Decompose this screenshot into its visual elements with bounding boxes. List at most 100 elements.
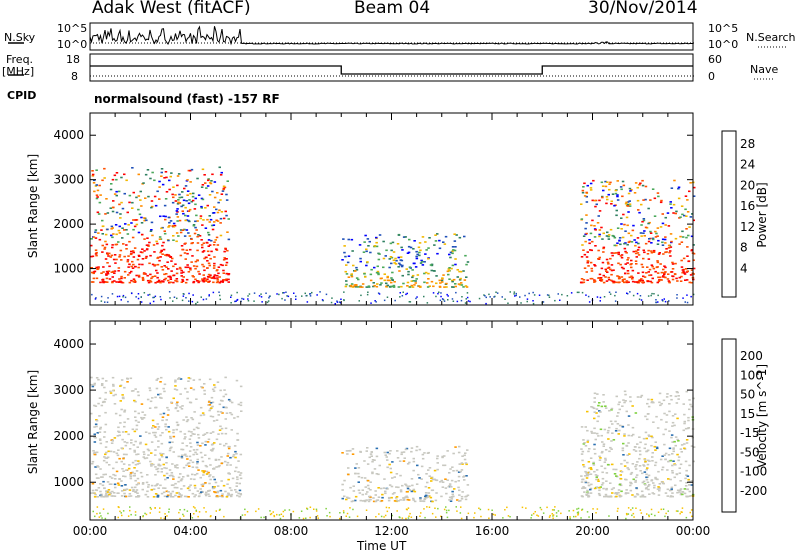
power-ground-cell <box>336 301 339 303</box>
velocity-cell <box>239 385 243 388</box>
velocity-cell <box>197 433 200 436</box>
velocity-cell <box>213 478 216 481</box>
power-cell <box>192 224 196 227</box>
power-cell <box>654 270 657 273</box>
velocity-cell <box>388 463 391 466</box>
velocity-cell <box>587 496 590 498</box>
power-cell <box>421 236 425 238</box>
power-ground-cell <box>120 299 122 301</box>
power-cell <box>641 184 645 187</box>
velocity-cell <box>605 495 608 498</box>
velocity-cell <box>650 444 653 447</box>
power-cell <box>168 188 171 191</box>
velocity-cell <box>239 401 243 404</box>
power-cell <box>424 253 427 255</box>
velocity-ground-cell <box>407 507 410 509</box>
velocity-cell <box>146 448 150 451</box>
power-cell <box>367 245 370 247</box>
velocity-cell <box>390 485 394 488</box>
power-cell <box>609 268 612 271</box>
velocity-cell <box>166 406 169 409</box>
velocity-cell <box>402 499 405 501</box>
velocity-ground-cell <box>257 508 260 510</box>
velocity-cell <box>391 477 394 479</box>
velocity-cell <box>182 485 186 487</box>
power-cell <box>647 240 651 243</box>
velocity-ground-cell <box>345 515 347 517</box>
velocity-cell <box>624 400 627 402</box>
power-cell <box>91 255 95 258</box>
velocity-cell <box>115 470 119 473</box>
power-cell <box>644 198 647 201</box>
velocity-cell <box>375 499 379 502</box>
power-cell <box>343 251 346 254</box>
velocity-ground-cell <box>391 514 393 517</box>
power-cell <box>604 276 607 278</box>
power-cell <box>344 255 347 258</box>
velocity-cell <box>664 428 667 431</box>
power-cell <box>436 233 439 235</box>
power-ground-cell <box>118 295 121 298</box>
power-cell <box>652 238 655 241</box>
power-cell <box>167 239 170 242</box>
power-ground-cell <box>626 292 628 294</box>
velocity-cell <box>408 485 411 487</box>
power-cell <box>179 231 183 234</box>
velocity-cell <box>630 482 633 485</box>
velocity-cell <box>200 386 203 388</box>
velocity-cell <box>354 495 358 498</box>
power-cell <box>207 231 210 234</box>
velocity-cell <box>162 453 165 455</box>
velocity-cell <box>663 454 666 456</box>
power-cell <box>445 286 448 288</box>
velocity-cell <box>687 478 690 481</box>
power-ground-cell <box>615 291 617 293</box>
velocity-cell <box>650 398 654 401</box>
velocity-cell <box>618 424 622 427</box>
velocity-cell <box>589 487 593 490</box>
velocity-cell <box>99 428 102 430</box>
nsky-label: N.Sky <box>4 31 36 44</box>
velocity-cell <box>139 471 143 474</box>
velocity-cell <box>173 388 177 390</box>
power-cell <box>411 269 414 271</box>
velocity-cell <box>119 422 122 424</box>
velocity-cell <box>597 404 600 407</box>
velocity-cell <box>211 415 215 418</box>
velocity-cell <box>452 452 455 455</box>
velocity-cell <box>150 484 154 487</box>
velocity-ground-cell <box>98 516 101 518</box>
velocity-ground-cell <box>154 507 156 509</box>
power-cell <box>111 227 114 229</box>
power-cell <box>185 278 189 281</box>
power-cell <box>115 172 119 174</box>
velocity-cell <box>689 495 692 497</box>
power-cell <box>428 285 431 287</box>
velocity-cell <box>661 455 664 457</box>
velocity-cell <box>193 484 197 487</box>
velocity-cell <box>384 490 387 493</box>
velocity-cell <box>679 463 683 466</box>
velocity-cell <box>683 413 686 416</box>
power-cell <box>451 264 455 267</box>
velocity-cell <box>662 482 665 485</box>
velocity-ground-cell <box>577 511 580 513</box>
noise-panel-frame <box>89 22 694 51</box>
power-cell <box>106 253 109 255</box>
velocity-cell <box>182 476 185 478</box>
power-cell <box>460 284 464 286</box>
velocity-cell <box>357 481 360 483</box>
power-ground-cell <box>374 300 376 302</box>
power-cell <box>376 265 379 268</box>
power-cell <box>181 191 184 193</box>
power-ground-cell <box>153 296 155 299</box>
velocity-cell <box>634 450 638 452</box>
power-cell <box>594 265 597 267</box>
velocity-cell <box>647 398 650 401</box>
velocity-cell <box>688 480 691 483</box>
freq-right-tick-top: 60 <box>708 53 722 66</box>
velocity-cell <box>677 398 680 400</box>
power-cell <box>595 203 598 206</box>
velocity-cell <box>667 454 671 456</box>
power-cell <box>597 249 600 252</box>
